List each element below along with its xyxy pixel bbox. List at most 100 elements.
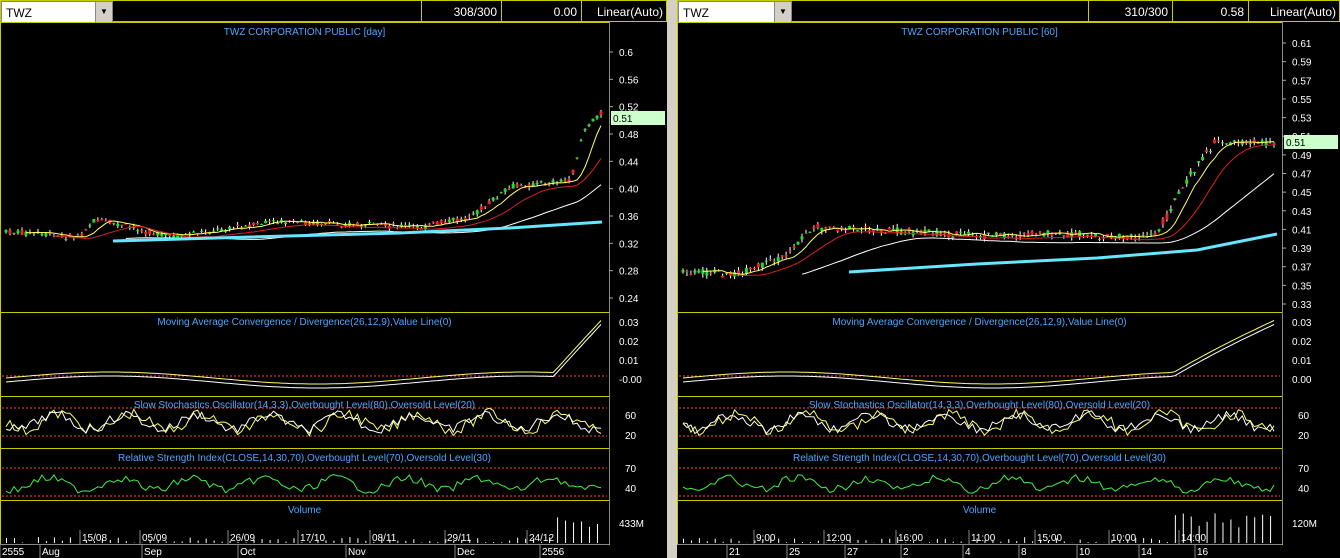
candle-body: [252, 222, 256, 225]
chevron-down-icon[interactable]: ▼: [774, 2, 791, 22]
candle-body: [479, 206, 483, 210]
volume-bar: [913, 541, 915, 543]
candle-body: [1224, 143, 1228, 145]
volume-bar: [45, 541, 47, 543]
candle-body: [88, 225, 92, 227]
candle-body: [848, 225, 852, 229]
chart-title: TWZ CORPORATION PUBLIC [day]: [224, 27, 386, 38]
candle-body: [467, 215, 471, 217]
candle-body: [772, 260, 776, 262]
candle-body: [955, 231, 959, 236]
volume-bar: [53, 537, 55, 543]
right-chart-pane: TWZ ▼ 310/300 0.58 Linear(Auto) TWZ CORP…: [677, 0, 1340, 558]
candle-body: [1272, 142, 1276, 146]
candle-body: [1066, 232, 1070, 237]
right-chart-svg[interactable]: TWZ CORPORATION PUBLIC [60] Moving Averag…: [677, 22, 1340, 558]
price-tick-label: 0.37: [1292, 263, 1312, 274]
left-symbol-select[interactable]: TWZ ▼: [1, 1, 113, 23]
left-scale-mode[interactable]: Linear(Auto): [581, 1, 667, 23]
candle-body: [120, 224, 124, 226]
volume-bar: [93, 541, 95, 543]
left-value: 0.00: [501, 1, 581, 23]
candle-body: [947, 234, 951, 238]
volume-bar: [1143, 537, 1145, 543]
right-symbol-select[interactable]: TWZ ▼: [678, 1, 792, 23]
candle-body: [986, 232, 990, 234]
stoch-tick-label: 20: [625, 431, 637, 442]
volume-bar: [857, 539, 859, 543]
right-scale-mode[interactable]: Linear(Auto): [1248, 1, 1340, 23]
candle-body: [693, 270, 697, 273]
volume-bar: [573, 522, 575, 543]
volume-bar: [533, 538, 535, 543]
volume-bar: [1159, 540, 1160, 543]
volume-bar: [405, 540, 407, 543]
candle-body: [188, 233, 192, 235]
candle-body: [800, 236, 804, 240]
candle-body: [1169, 208, 1173, 212]
candle-body: [543, 184, 547, 186]
volume-bar: [509, 540, 511, 543]
pane-divider[interactable]: [667, 0, 677, 558]
right-header-bar: TWZ ▼ 310/300 0.58 Linear(Auto): [677, 0, 1340, 23]
candle-body: [982, 233, 986, 240]
candle-body: [1189, 171, 1193, 175]
candle-body: [1133, 237, 1137, 239]
volume-bar: [897, 537, 899, 543]
stoch-tick-label: 60: [1298, 411, 1310, 422]
candle-body: [363, 225, 367, 227]
candle-body: [1248, 143, 1252, 145]
candle-body: [315, 221, 319, 226]
candle-body: [808, 231, 812, 233]
chevron-down-icon[interactable]: ▼: [95, 2, 112, 22]
volume-bar: [1063, 541, 1065, 543]
candle-body: [828, 226, 832, 228]
candle-body: [551, 180, 555, 184]
candle-body: [796, 241, 800, 245]
candle-body: [931, 234, 935, 236]
candle-body: [768, 259, 772, 261]
rsi-title: Relative Strength Index(CLOSE,14,30,70),…: [793, 453, 1166, 464]
candle-body: [391, 223, 395, 225]
candle-body: [1094, 233, 1098, 237]
volume-bar: [1238, 527, 1240, 543]
volume-bar: [881, 538, 883, 543]
candle-body: [776, 257, 780, 262]
volume-bar: [429, 540, 431, 543]
macd-signal-line: [682, 324, 1275, 389]
volume-bar: [1174, 515, 1176, 543]
candle-body: [1153, 232, 1157, 235]
candle-body: [539, 181, 543, 183]
date-label-top: 11:00: [971, 533, 996, 544]
last-price-tag: [611, 111, 665, 125]
candle-body: [575, 157, 579, 159]
candle-body: [475, 210, 479, 215]
candle-body: [228, 226, 232, 229]
volume-bar: [213, 540, 215, 543]
candle-body: [116, 223, 120, 226]
volume-bar: [1111, 539, 1113, 543]
candle-body: [998, 233, 1002, 236]
volume-bar: [1055, 538, 1057, 543]
right-symbol-value: TWZ: [683, 6, 709, 20]
volume-bar: [437, 542, 439, 543]
right-bar-count: 310/300: [1088, 1, 1172, 23]
date-label-top: 12:00: [826, 533, 851, 544]
volume-bar: [849, 537, 851, 543]
volume-bar: [865, 540, 867, 543]
candle-body: [1217, 140, 1220, 142]
left-chart-svg[interactable]: TWZ CORPORATION PUBLIC [day] Moving Avera…: [0, 22, 667, 558]
price-tick-label: 0.43: [1292, 207, 1312, 218]
candle-body: [1074, 232, 1078, 234]
macd-tick-label: -0.00: [619, 375, 642, 386]
volume-tick-label: 120M: [1292, 519, 1317, 530]
candle-body: [100, 219, 104, 221]
candle-body: [1157, 229, 1161, 232]
candle-body: [415, 226, 419, 228]
candle-body: [12, 232, 16, 234]
candle-body: [867, 230, 871, 232]
candle-body: [136, 230, 140, 232]
candle-body: [491, 197, 495, 201]
volume-bar: [1119, 541, 1121, 543]
candle-body: [1252, 139, 1256, 143]
